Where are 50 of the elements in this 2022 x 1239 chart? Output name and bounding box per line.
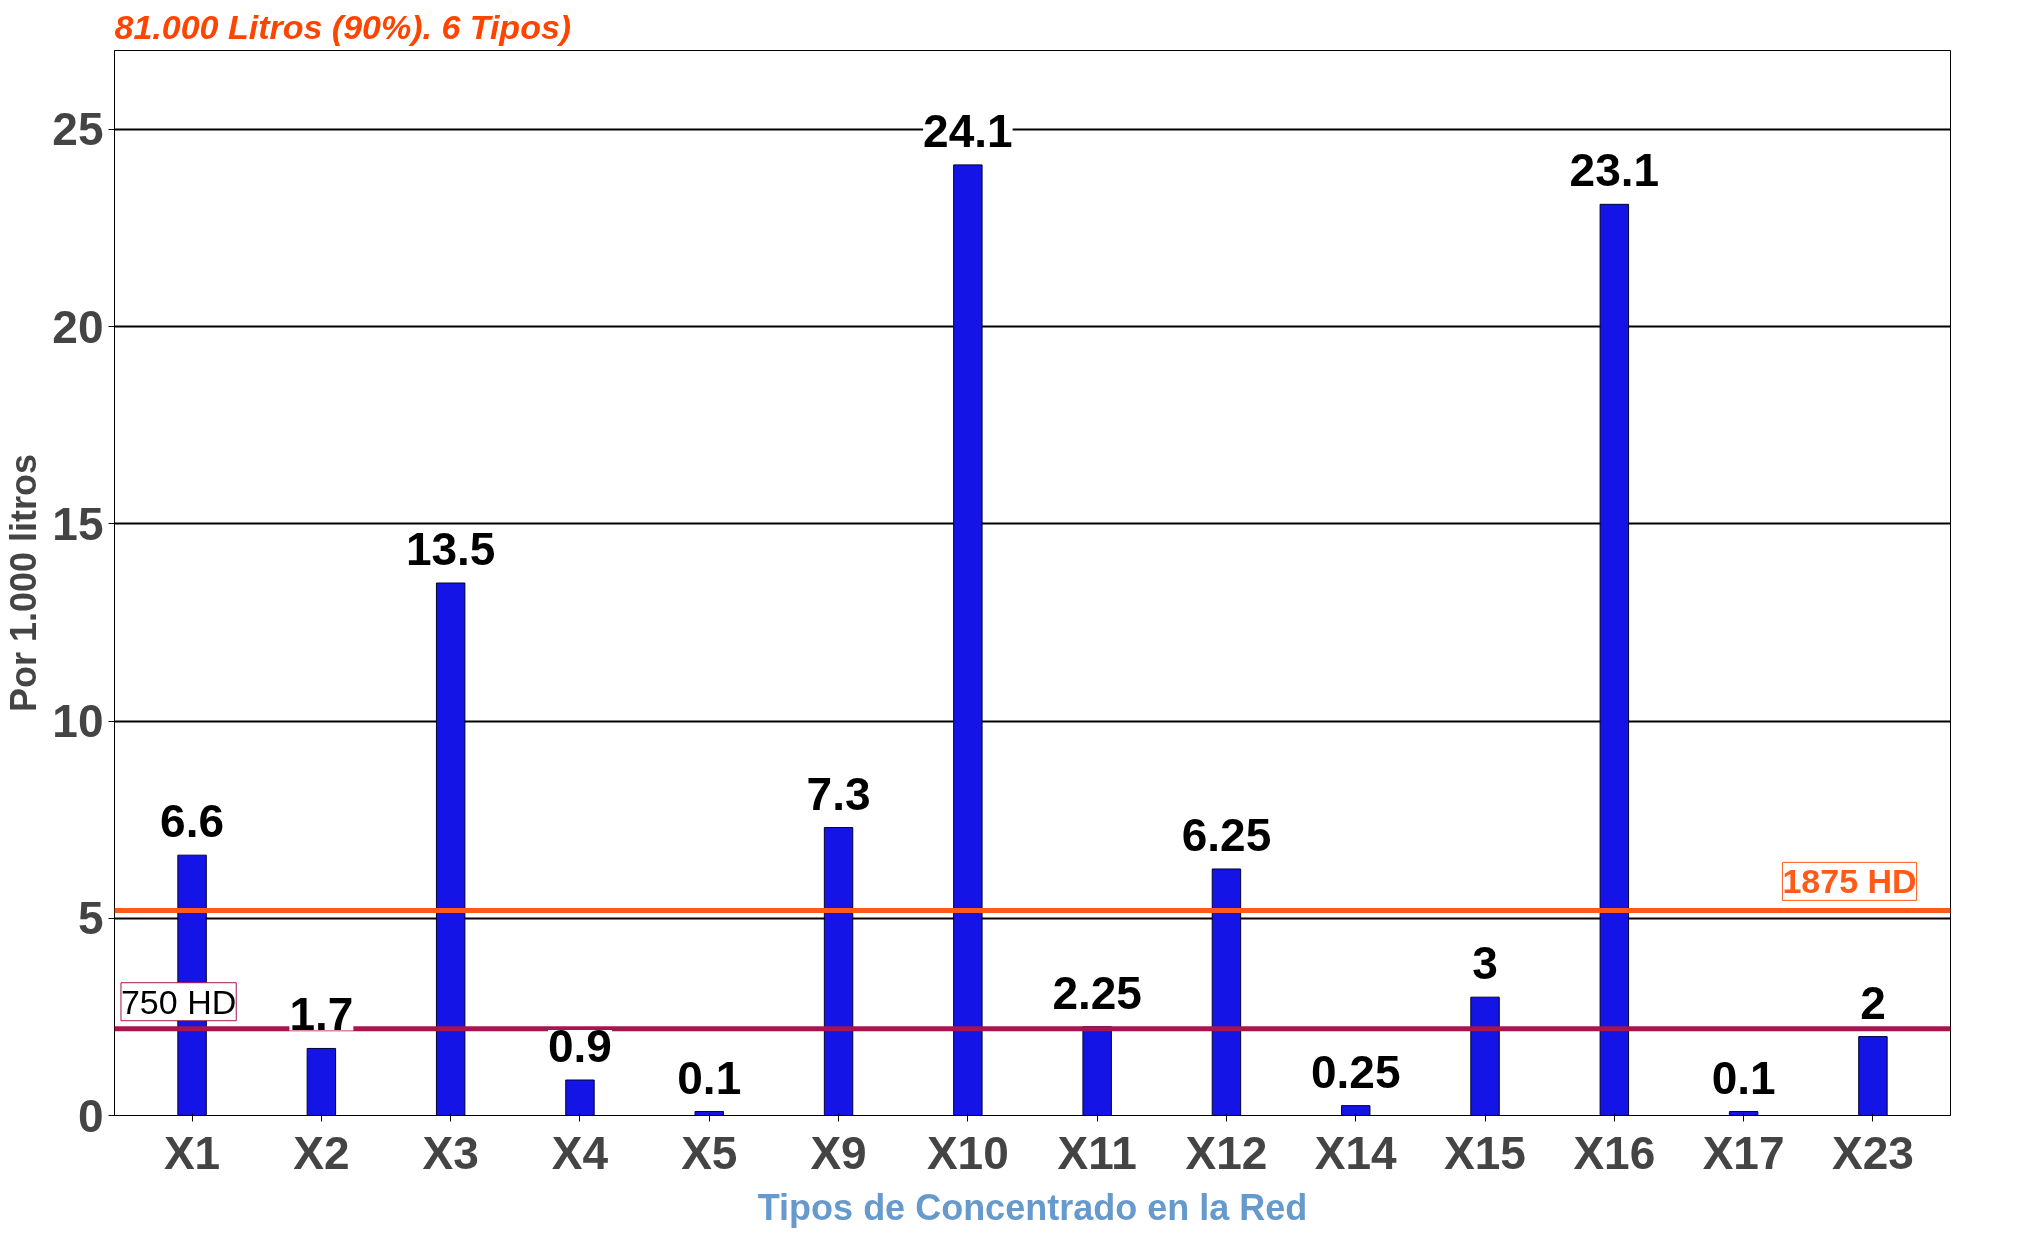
data-label: 1.7 (289, 988, 354, 1041)
data-label: 24.1 (923, 104, 1013, 157)
x-axis-title: Tipos de Concentrado en la Red (757, 1186, 1308, 1228)
y-tick-label: 20 (52, 300, 104, 353)
bar (1341, 1105, 1371, 1116)
bar (1211, 868, 1242, 1116)
x-tick-label: X3 (422, 1126, 479, 1179)
ref-line-label: 750 HD (120, 982, 237, 1021)
y-axis-title: Por 1.000 litros (3, 453, 45, 713)
y-tick-label: 25 (52, 103, 104, 156)
bar (435, 582, 466, 1116)
x-tick-label: X10 (926, 1126, 1009, 1179)
bar (306, 1047, 337, 1116)
x-tick-label: X12 (1185, 1126, 1268, 1179)
bar (823, 827, 854, 1116)
data-label: 7.3 (806, 767, 871, 820)
data-label: 13.5 (405, 523, 496, 575)
bar (1599, 203, 1630, 1116)
x-tick-label: X9 (810, 1126, 867, 1179)
bar (694, 1111, 724, 1116)
y-tick-label: 0 (77, 1089, 104, 1142)
x-tick-label: X17 (1702, 1126, 1785, 1179)
x-tick-label: X16 (1573, 1126, 1656, 1179)
data-label: 6.6 (160, 795, 225, 848)
data-label: 2 (1860, 976, 1886, 1029)
x-tick-label: X2 (293, 1126, 350, 1179)
ref-line-label: 1875 HD (1782, 862, 1917, 901)
x-tick-label: X11 (1057, 1126, 1137, 1179)
x-tick-label: X4 (551, 1126, 609, 1179)
x-tick-label: X15 (1444, 1126, 1526, 1179)
bar (953, 164, 983, 1116)
y-tick-label: 10 (52, 695, 104, 748)
data-label: 0.1 (677, 1051, 742, 1104)
data-label: 3 (1472, 937, 1498, 990)
data-label: 0.1 (1711, 1051, 1776, 1104)
data-label: 23.1 (1569, 144, 1660, 197)
data-label: 2.25 (1052, 966, 1142, 1019)
y-tick-label: 5 (77, 892, 104, 945)
x-tick-label: X5 (681, 1126, 738, 1179)
data-label: 0.9 (547, 1020, 612, 1072)
x-tick-label: X14 (1314, 1126, 1398, 1179)
bar (565, 1079, 595, 1116)
x-tick-label: X23 (1832, 1126, 1914, 1179)
data-label: 6.25 (1181, 808, 1272, 861)
bar (1470, 996, 1500, 1116)
data-label: 0.25 (1310, 1045, 1401, 1098)
chart-title: 81.000 Litros (90%). 6 Tipos) (114, 7, 572, 46)
bar (1858, 1036, 1888, 1116)
y-tick-label: 15 (52, 497, 104, 550)
x-tick-label: X1 (163, 1126, 221, 1179)
